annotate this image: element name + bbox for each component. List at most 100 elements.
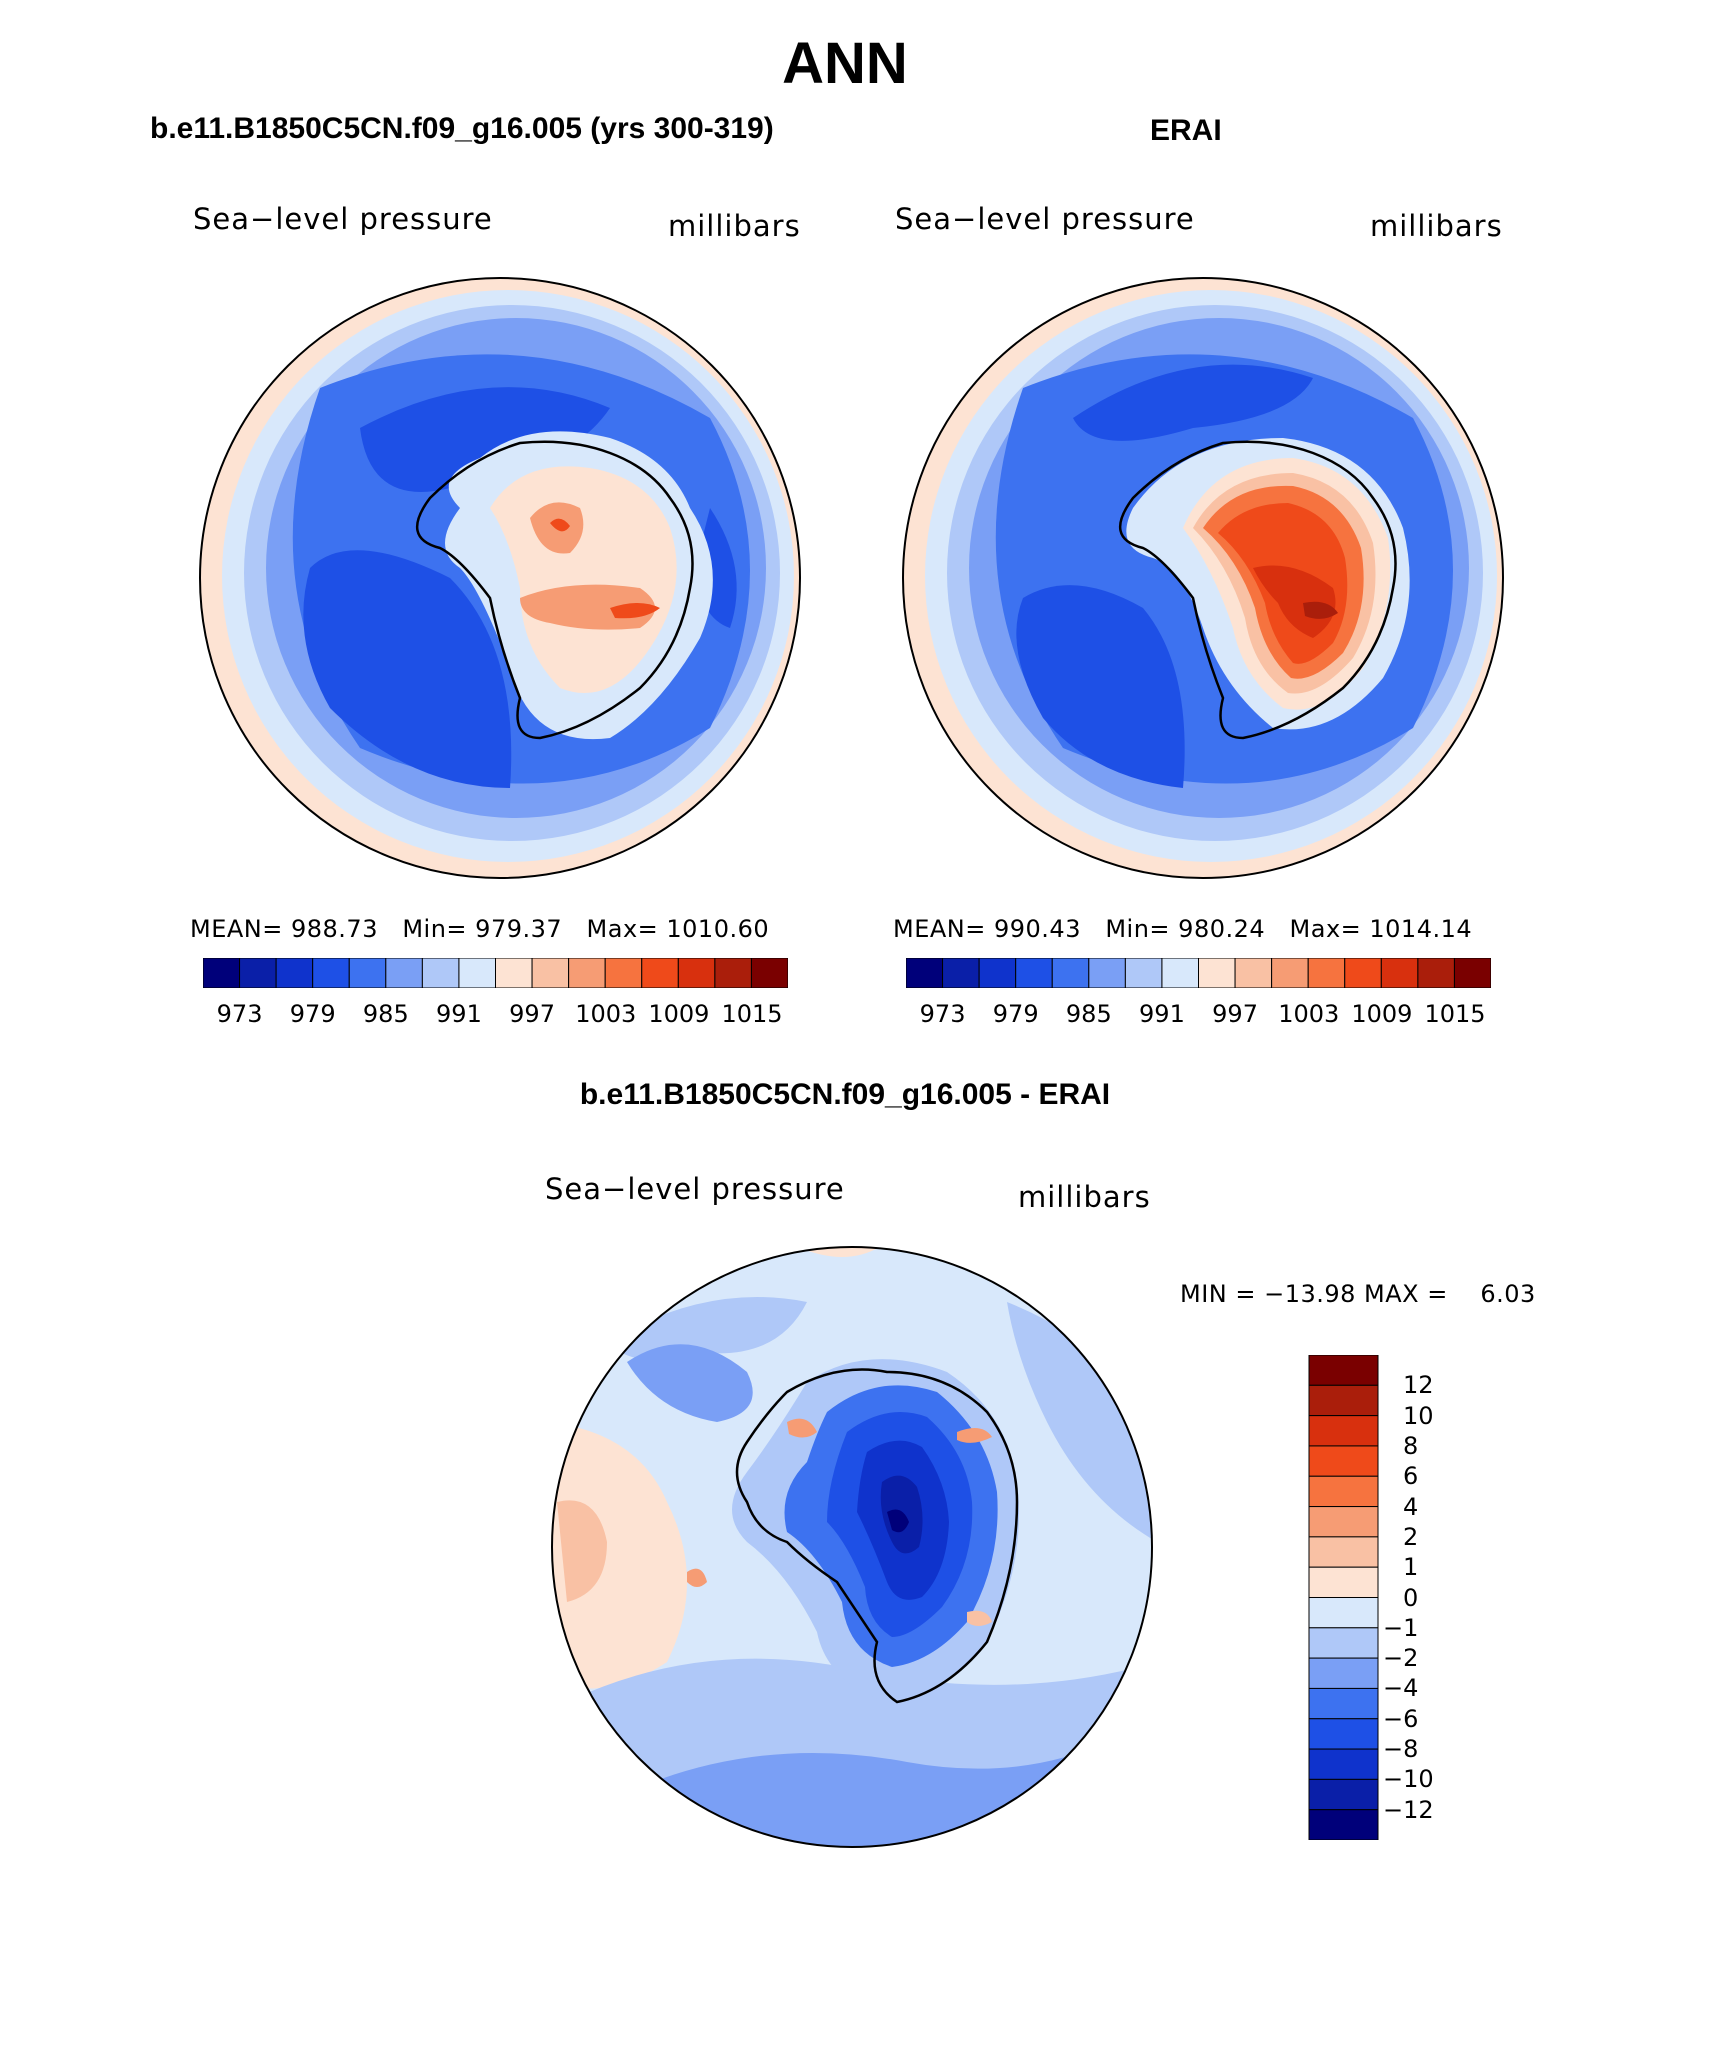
left-colorbar-tick-label: 997 — [509, 1000, 555, 1028]
diff-colorbar-ticks: 12 10 8 6 4 2 1 0 −1 −2 −4 −6 −8 −10 −12 — [1383, 1355, 1493, 1840]
right-colorbar-swatch — [1453, 958, 1491, 988]
left-colorbar-swatch — [458, 958, 496, 988]
right-polar-map — [902, 277, 1504, 879]
right-colorbar-swatch — [1088, 958, 1126, 988]
diff-units-label: millibars — [1018, 1180, 1151, 1214]
diff-colorbar-swatch — [1308, 1687, 1379, 1720]
right-map-boundary — [902, 277, 1504, 879]
diff-colorbar-tick-label: −2 — [1383, 1644, 1419, 1673]
right-colorbar-tick-label: 1015 — [1424, 1000, 1486, 1028]
diff-colorbar-swatch — [1308, 1415, 1379, 1447]
left-colorbar-tick-label: 979 — [289, 1000, 336, 1028]
left-colorbar-swatch — [568, 958, 606, 988]
diff-panel-title: b.e11.B1850C5CN.f09_g16.005 - ERAI — [579, 1078, 1111, 1111]
right-units-label: millibars — [1370, 209, 1503, 243]
diff-map-boundary — [551, 1246, 1153, 1848]
left-polar-map — [199, 277, 801, 879]
left-colorbar-tick-label: 991 — [436, 1000, 482, 1028]
left-colorbar-swatch — [641, 958, 679, 988]
diff-colorbar-swatch — [1308, 1748, 1379, 1780]
diff-colorbar-tick-label: 4 — [1403, 1492, 1419, 1521]
right-colorbar-swatch — [1307, 958, 1346, 988]
left-colorbar-swatch — [531, 958, 570, 988]
right-colorbar-swatch — [1161, 958, 1199, 988]
right-colorbar-tick-label: 985 — [1065, 1000, 1112, 1028]
left-pressure-field — [200, 278, 800, 878]
left-colorbar-tick-label: 1003 — [575, 1000, 637, 1028]
right-colorbar-swatch — [1344, 958, 1382, 988]
diff-colorbar-swatch — [1308, 1778, 1379, 1811]
diff-colorbar-swatch — [1308, 1809, 1379, 1840]
diff-colorbar-swatch — [1308, 1355, 1379, 1386]
diff-colorbar-tick-label: −8 — [1383, 1735, 1419, 1764]
diff-colorbar-tick-label: −6 — [1383, 1704, 1419, 1733]
left-colorbar-swatch — [495, 958, 533, 988]
left-colorbar-swatch — [714, 958, 752, 988]
left-units-label: millibars — [668, 209, 801, 243]
left-colorbar-swatch — [275, 958, 314, 988]
diff-colorbar-swatch — [1308, 1445, 1379, 1477]
right-colorbar-tick-label: 973 — [919, 1000, 966, 1028]
left-colorbar-swatch — [203, 958, 241, 988]
left-colorbar-tick-label: 1015 — [721, 1000, 783, 1028]
diff-colorbar — [1308, 1355, 1379, 1840]
right-colorbar-swatch — [1198, 958, 1236, 988]
left-colorbar-swatch — [348, 958, 387, 988]
diff-stats: MIN = −13.98 MAX = 6.03 — [1180, 1280, 1536, 1308]
diff-colorbar-swatch — [1308, 1597, 1379, 1629]
diff-colorbar-swatch — [1308, 1718, 1379, 1750]
diff-colorbar-tick-label: −4 — [1383, 1674, 1419, 1703]
left-panel-title: b.e11.B1850C5CN.f09_g16.005 (yrs 300-319… — [150, 112, 774, 145]
left-colorbar-tick-label: 1009 — [648, 1000, 710, 1028]
left-coastline — [415, 440, 694, 740]
right-colorbar-tick-label: 1003 — [1278, 1000, 1340, 1028]
diff-colorbar-tick-label: 12 — [1403, 1371, 1434, 1400]
right-colorbar-swatch — [1234, 958, 1273, 988]
left-colorbar-swatch — [677, 958, 716, 988]
right-colorbar-swatch — [1271, 958, 1309, 988]
right-colorbar — [906, 958, 1491, 988]
diff-colorbar-swatch — [1308, 1506, 1379, 1538]
right-panel-title: ERAI — [1150, 114, 1222, 147]
right-colorbar-swatch — [942, 958, 980, 988]
left-colorbar-tick-label: 973 — [216, 1000, 263, 1028]
right-colorbar-swatch — [1380, 958, 1419, 988]
figure-title: ANN — [782, 31, 908, 96]
diff-variable-label: Sea−level pressure — [545, 1172, 845, 1206]
diff-colorbar-tick-label: 1 — [1403, 1553, 1419, 1582]
right-colorbar-swatch — [1417, 958, 1455, 988]
diff-colorbar-tick-label: 2 — [1403, 1522, 1419, 1551]
left-colorbar-swatch — [385, 958, 423, 988]
right-coastline — [1118, 440, 1397, 740]
left-colorbar-swatch — [750, 958, 788, 988]
diff-colorbar-swatch — [1308, 1627, 1379, 1659]
diff-colorbar-swatch — [1308, 1657, 1379, 1689]
left-colorbar-swatch — [312, 958, 350, 988]
right-colorbar-swatch — [906, 958, 944, 988]
right-variable-label: Sea−level pressure — [895, 202, 1195, 236]
right-colorbar-tick-label: 991 — [1139, 1000, 1185, 1028]
diff-colorbar-tick-label: −10 — [1383, 1765, 1434, 1794]
left-colorbar-tick-label: 985 — [362, 1000, 409, 1028]
diff-colorbar-swatch — [1308, 1536, 1379, 1568]
right-colorbar-tick-label: 997 — [1212, 1000, 1258, 1028]
right-stats: MEAN= 990.43 Min= 980.24 Max= 1014.14 — [893, 915, 1473, 943]
right-colorbar-swatch — [1124, 958, 1163, 988]
diff-polar-map — [551, 1246, 1153, 1848]
diff-colorbar-tick-label: 0 — [1403, 1583, 1419, 1612]
right-colorbar-ticks: 973 979 985 991 997 1003 1009 1015 — [906, 1000, 1491, 1030]
left-colorbar-swatch — [421, 958, 460, 988]
left-variable-label: Sea−level pressure — [193, 202, 493, 236]
diff-colorbar-tick-label: 8 — [1403, 1431, 1419, 1460]
diff-colorbar-swatch — [1308, 1475, 1379, 1508]
right-colorbar-tick-label: 979 — [992, 1000, 1039, 1028]
diff-colorbar-tick-label: −12 — [1383, 1795, 1434, 1824]
left-colorbar-swatch — [604, 958, 643, 988]
diff-colorbar-swatch — [1308, 1566, 1379, 1598]
left-stats: MEAN= 988.73 Min= 979.37 Max= 1010.60 — [190, 915, 770, 943]
left-colorbar-ticks: 973 979 985 991 997 1003 1009 1015 — [203, 1000, 788, 1030]
right-pressure-field — [903, 278, 1503, 878]
right-colorbar-swatch — [1051, 958, 1090, 988]
diff-coastline — [735, 1368, 1019, 1704]
diff-colorbar-tick-label: 10 — [1403, 1401, 1434, 1430]
